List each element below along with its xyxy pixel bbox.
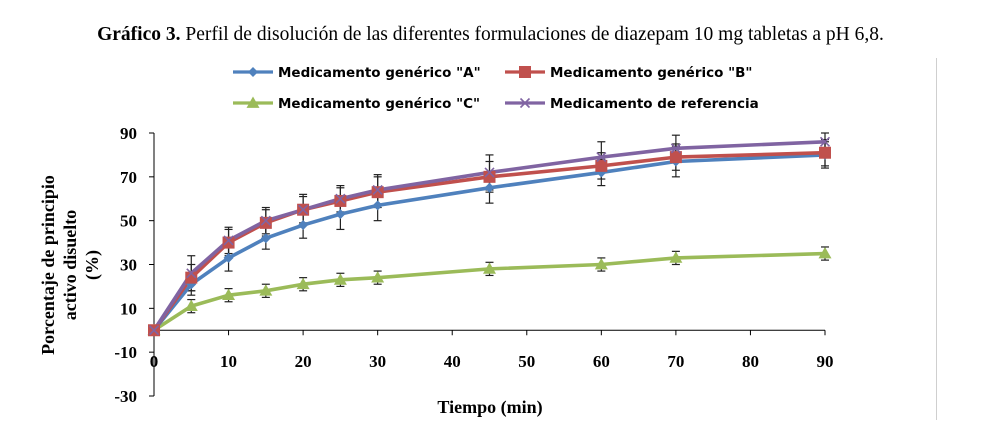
data-point [298,220,309,231]
data-point [148,325,160,336]
x-marker-stroke [298,204,309,215]
y-axis-title-line: (%) [82,250,103,280]
data-point [222,236,235,249]
x-axis-title: Tiempo (min) [437,397,542,418]
x-tick-label: 50 [518,352,535,371]
legend-marker [519,97,531,109]
y-tick-label: 30 [120,256,137,275]
data-point [296,277,310,290]
x-marker-stroke [186,268,197,279]
data-point [670,143,681,154]
x-tick-label: 40 [444,352,461,371]
legend-label: Medicamento genérico "C" [278,96,480,112]
x-marker-stroke [372,184,383,196]
x-marker-stroke [260,215,271,226]
series-markers [147,136,832,337]
x-marker-stroke [484,167,495,178]
y-tick-label: 50 [120,212,137,231]
data-point [335,193,346,204]
figure-caption: Gráfico 3. Perfil de disolución de las d… [0,24,981,46]
data-point [184,299,198,312]
caption-text: Perfil de disolución de las diferentes f… [180,24,884,45]
data-point [185,271,198,284]
data-point [222,288,236,301]
data-point [819,146,831,159]
y-axis-title-line: Porcentaje de principio [38,175,58,355]
x-tick-label: 60 [593,352,610,371]
x-tick-label: 70 [667,352,684,371]
data-point [371,186,384,199]
data-point [371,271,385,283]
legend-item: Medicamento genérico "A" [233,65,481,81]
caption-label: Gráfico 3. [97,24,181,45]
y-tick-label: 10 [120,299,137,318]
data-point [596,152,607,163]
data-point [223,235,234,246]
data-point [335,209,346,220]
legend-label: Medicamento de referencia [550,96,759,112]
x-marker-stroke [519,97,531,109]
data-point [595,159,608,172]
legend-label: Medicamento genérico "A" [278,65,481,81]
chart-legend: Medicamento genérico "A" Medicamento gené… [233,65,759,112]
data-point [259,216,272,229]
legend-label: Medicamento genérico "B" [550,65,752,81]
data-point [594,258,608,270]
x-marker-stroke [223,235,234,246]
data-point [818,247,832,259]
y-tick-label: 70 [120,168,137,187]
data-point [483,262,496,274]
y-tick-label: 90 [120,124,137,143]
data-point [483,170,496,183]
data-point [260,215,271,226]
y-axis-title-line: activo disuelto [60,210,80,321]
x-marker-stroke [335,193,346,204]
x-marker-stroke [670,143,681,154]
data-point [484,182,495,193]
x-tick-label: 80 [742,352,759,371]
data-point [484,167,495,178]
legend-marker [519,66,531,78]
data-point [298,204,309,215]
x-tick-label: 90 [817,352,834,371]
legend-marker [248,67,258,77]
y-tick-label: -30 [114,387,137,406]
x-marker-stroke [596,152,607,163]
data-point [333,273,347,285]
data-point [669,251,683,263]
data-point [372,184,383,196]
y-axis-title: Porcentaje de principio activo disuelto (%… [38,175,103,355]
x-tick-label: 0 [150,352,159,371]
data-point [669,151,682,164]
data-point [819,136,831,147]
x-axis: 0 10 20 30 40 50 60 70 80 90 [150,329,834,371]
x-marker-stroke [819,136,831,147]
data-point [223,252,234,263]
x-tick-label: 30 [369,352,386,371]
legend-item: Medicamento genérico "C" [233,96,480,112]
right-border-line [936,58,937,420]
x-tick-label: 10 [220,352,237,371]
x-tick-label: 20 [295,352,312,371]
data-point [334,194,347,207]
y-axis: -30 -10 10 30 50 70 90 [114,124,155,406]
legend-item: Medicamento genérico "B" [505,65,752,81]
data-point [259,284,273,296]
x-marker-stroke [148,325,160,336]
data-point [186,268,197,279]
y-tick-label: -10 [114,343,137,362]
data-point [372,200,383,211]
legend-marker [246,96,260,108]
data-point [260,233,271,244]
legend-item: Medicamento de referencia [505,96,759,112]
